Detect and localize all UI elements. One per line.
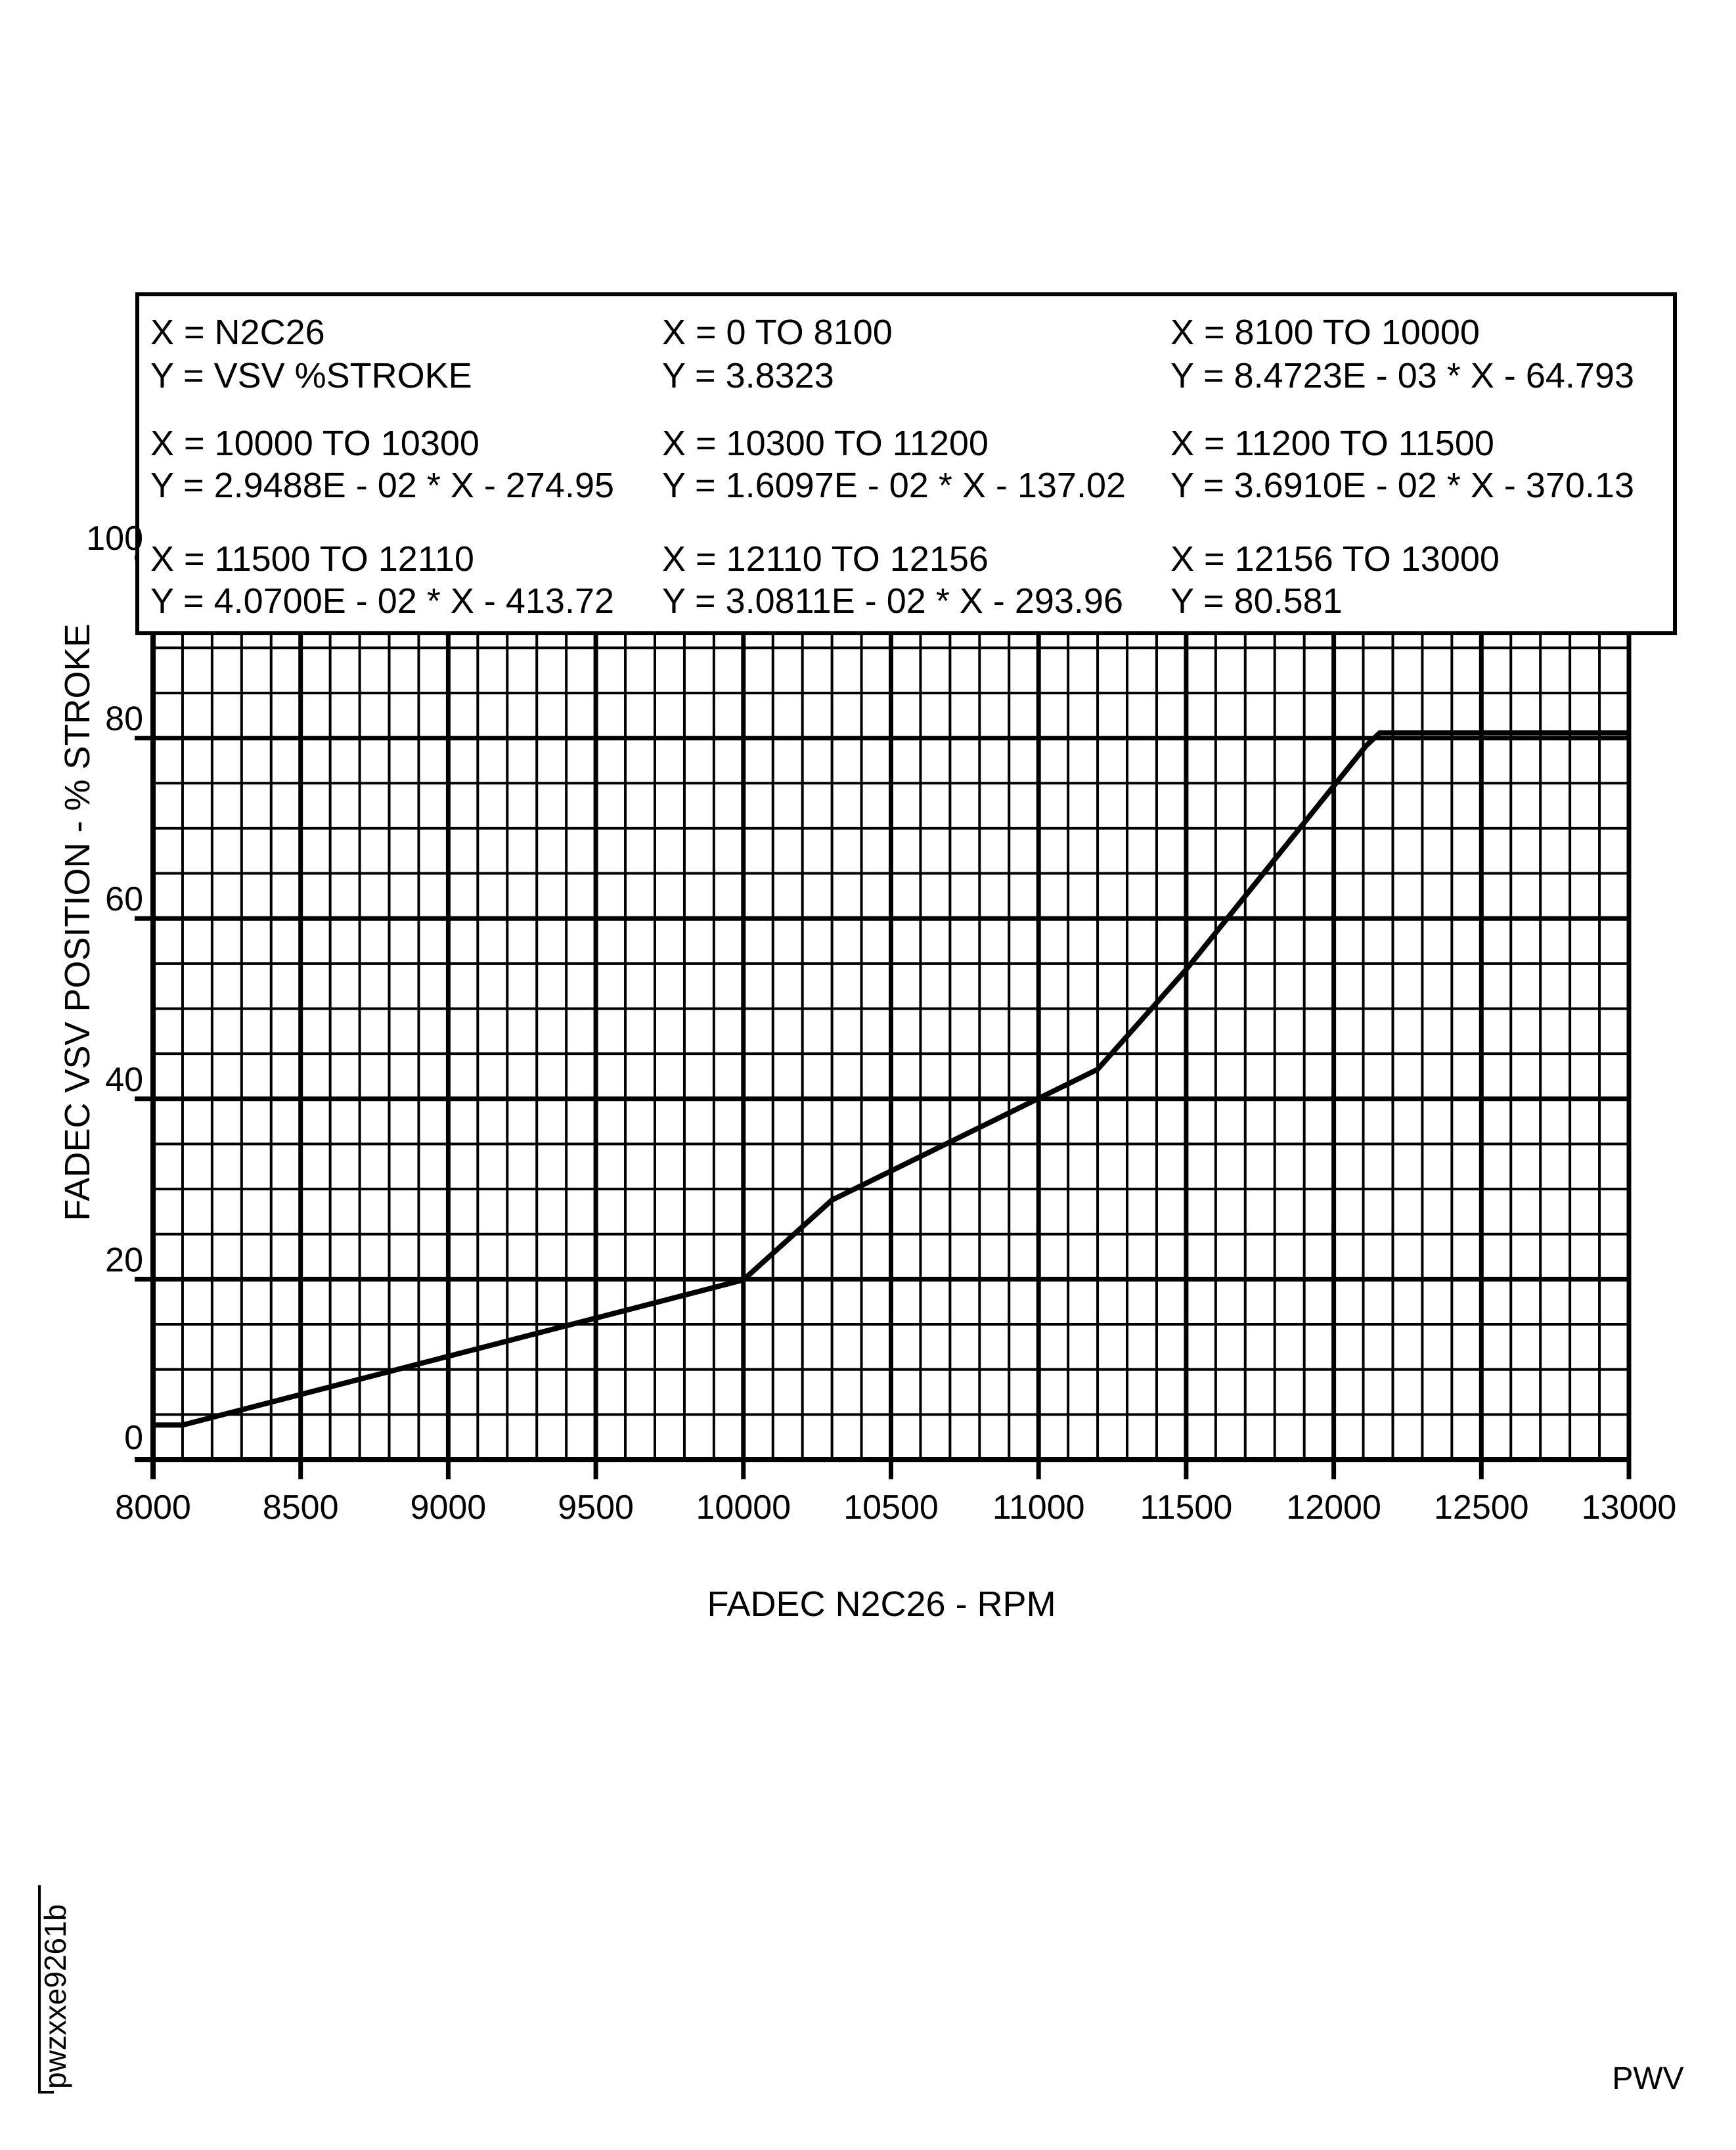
equation-x-range: X = N2C26 bbox=[150, 313, 325, 352]
equation-x-range: X = 10300 TO 11200 bbox=[662, 424, 989, 463]
series-line-vsv-stroke bbox=[153, 730, 1629, 1428]
equation-x-range: X = 0 TO 8100 bbox=[662, 313, 893, 352]
x-tick-label: 11500 bbox=[1140, 1489, 1233, 1527]
x-axis-title: FADEC N2C26 - RPM bbox=[707, 1584, 1056, 1624]
x-tick-label: 10000 bbox=[696, 1489, 791, 1527]
equation-y: Y = 4.0700E - 02 * X - 413.72 bbox=[150, 581, 614, 621]
y-tick-label: 100 bbox=[86, 520, 143, 558]
y-tick-label: 60 bbox=[105, 880, 143, 918]
equation-x-range: X = 10000 TO 10300 bbox=[150, 424, 479, 463]
x-tick-label: 9500 bbox=[558, 1489, 634, 1527]
equation-y: Y = 8.4723E - 03 * X - 64.793 bbox=[1170, 356, 1634, 395]
equation-x-range: X = 12110 TO 12156 bbox=[662, 539, 989, 579]
figure-id-bracket bbox=[38, 1885, 54, 2094]
equation-x-range: X = 12156 TO 13000 bbox=[1170, 539, 1500, 579]
x-tick-label: 9000 bbox=[411, 1489, 487, 1527]
x-tick-label: 10500 bbox=[843, 1489, 939, 1527]
x-tick-label: 8500 bbox=[263, 1489, 339, 1527]
tick-labels: 8000 8500 9000 9500 10000 10500 11000 11500 1200… bbox=[86, 520, 1676, 1527]
x-tick-label: 12500 bbox=[1434, 1489, 1529, 1527]
axes bbox=[135, 633, 1629, 1479]
y-tick-label: 0 bbox=[124, 1419, 143, 1457]
footer-code: PWV bbox=[1612, 2061, 1683, 2096]
x-tick-label: 11000 bbox=[992, 1489, 1085, 1527]
y-tick-label: 40 bbox=[105, 1061, 143, 1099]
equation-y: Y = 3.8323 bbox=[662, 356, 834, 395]
equation-y: Y = 80.581 bbox=[1170, 581, 1343, 621]
series bbox=[153, 730, 1629, 1428]
y-tick-label: 80 bbox=[105, 700, 143, 738]
grid bbox=[135, 555, 1632, 1479]
figure-id: pwzxxe9261b bbox=[38, 1885, 72, 2094]
equation-x-range: X = 11500 TO 12110 bbox=[150, 539, 474, 579]
equation-y: Y = 2.9488E - 02 * X - 274.95 bbox=[150, 466, 614, 505]
y-tick-label: 20 bbox=[105, 1241, 143, 1279]
y-axis-title: FADEC VSV POSITION - % STROKE bbox=[58, 623, 97, 1221]
figure-id-label: pwzxxe9261b bbox=[38, 1904, 72, 2089]
x-tick-label: 8000 bbox=[115, 1489, 191, 1527]
x-tick-label: 12000 bbox=[1286, 1489, 1381, 1527]
equation-y: Y = VSV %STROKE bbox=[150, 356, 472, 395]
equation-x-range: X = 11200 TO 11500 bbox=[1170, 424, 1494, 463]
equation-x-range: X = 8100 TO 10000 bbox=[1170, 313, 1480, 352]
equation-y: Y = 3.6910E - 02 * X - 370.13 bbox=[1170, 466, 1634, 505]
x-tick-label: 13000 bbox=[1582, 1489, 1677, 1527]
equation-box: X = N2C26 X = 0 TO 8100 X = 8100 TO 10000 Y… bbox=[135, 292, 1677, 635]
equation-y: Y = 3.0811E - 02 * X - 293.96 bbox=[662, 581, 1123, 621]
equation-box-frame bbox=[135, 292, 1677, 635]
equation-y: Y = 1.6097E - 02 * X - 137.02 bbox=[662, 466, 1126, 505]
